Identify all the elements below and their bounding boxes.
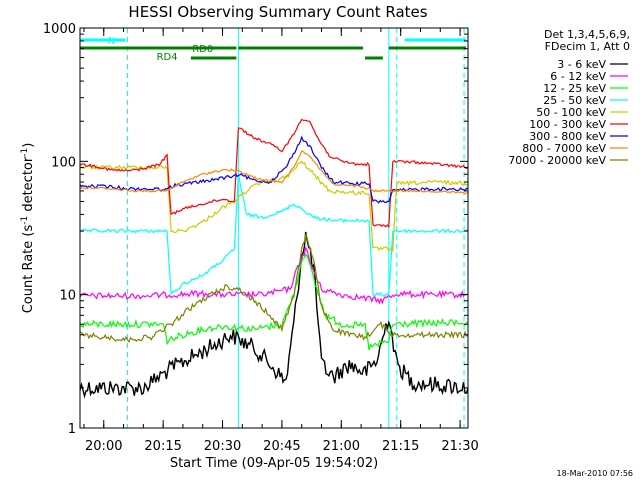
legend: Det 1,3,4,5,6,9,FDecim 1, Att 0 3 - 6 keV…: [508, 28, 630, 167]
legend-header-0: Det 1,3,4,5,6,9,: [544, 28, 630, 41]
legend-entry-7: 800 - 7000 keV: [522, 142, 606, 155]
legend-entry-3: 25 - 50 keV: [543, 94, 606, 107]
series-line-3: [79, 173, 469, 297]
status-bars: N RD0 RD4: [80, 36, 466, 63]
series-line-2: [79, 253, 469, 351]
series-line-0: [79, 231, 469, 399]
legend-entry-8: 7000 - 20000 keV: [508, 154, 606, 167]
legend-entry-0: 3 - 6 keV: [557, 58, 606, 71]
series-line-4: [79, 160, 469, 253]
y-tick-label-1: 10: [59, 289, 76, 304]
x-tick-label-3: 20:45: [263, 439, 300, 454]
series-line-1: [79, 245, 469, 305]
x-tick-label-0: 20:00: [85, 439, 122, 454]
legend-entry-2: 12 - 25 keV: [543, 82, 606, 95]
timestamp-footer: 18-Mar-2010 07:56: [557, 469, 634, 478]
x-tick-label-1: 20:15: [144, 439, 181, 454]
x-axis-label: Start Time (09-Apr-05 19:54:02): [170, 456, 378, 471]
status-bar-label-rd4: RD4: [157, 52, 178, 63]
plot-frame: [79, 27, 469, 429]
series-line-7: [79, 150, 468, 195]
status-bar-label-rd0: RD0: [192, 44, 213, 55]
x-tick-label-2: 20:30: [204, 439, 241, 454]
axes: 20:00 20:15 20:30 20:45 21:00 21:15 21:30 1 10 10…: [43, 22, 479, 454]
legend-entry-5: 100 - 300 keV: [529, 118, 606, 131]
y-tick-label-0: 1: [68, 422, 76, 437]
x-tick-label-4: 21:00: [323, 439, 360, 454]
series-lines: [79, 118, 469, 399]
y-tick-label-2: 100: [51, 155, 76, 170]
y-axis-label: Count Rate (s-1 detector-1): [20, 143, 36, 314]
series-line-8: [79, 233, 469, 344]
legend-header-1: FDecim 1, Att 0: [545, 40, 630, 53]
y-tick-label-3: 1000: [43, 22, 76, 37]
legend-entry-4: 50 - 100 keV: [536, 106, 606, 119]
status-bar-label-n: N: [108, 36, 115, 47]
legend-entry-6: 300 - 800 keV: [529, 130, 606, 143]
legend-entry-1: 6 - 12 keV: [550, 70, 606, 83]
chart-title: HESSI Observing Summary Count Rates: [128, 3, 427, 21]
series-line-6: [79, 135, 469, 204]
x-tick-label-6: 21:30: [441, 439, 478, 454]
series-line-5: [79, 118, 469, 229]
svg-text:Count Rate (s-1 detector-1): Count Rate (s-1 detector-1): [20, 143, 36, 314]
x-tick-label-5: 21:15: [382, 439, 419, 454]
vertical-markers: [127, 28, 465, 428]
